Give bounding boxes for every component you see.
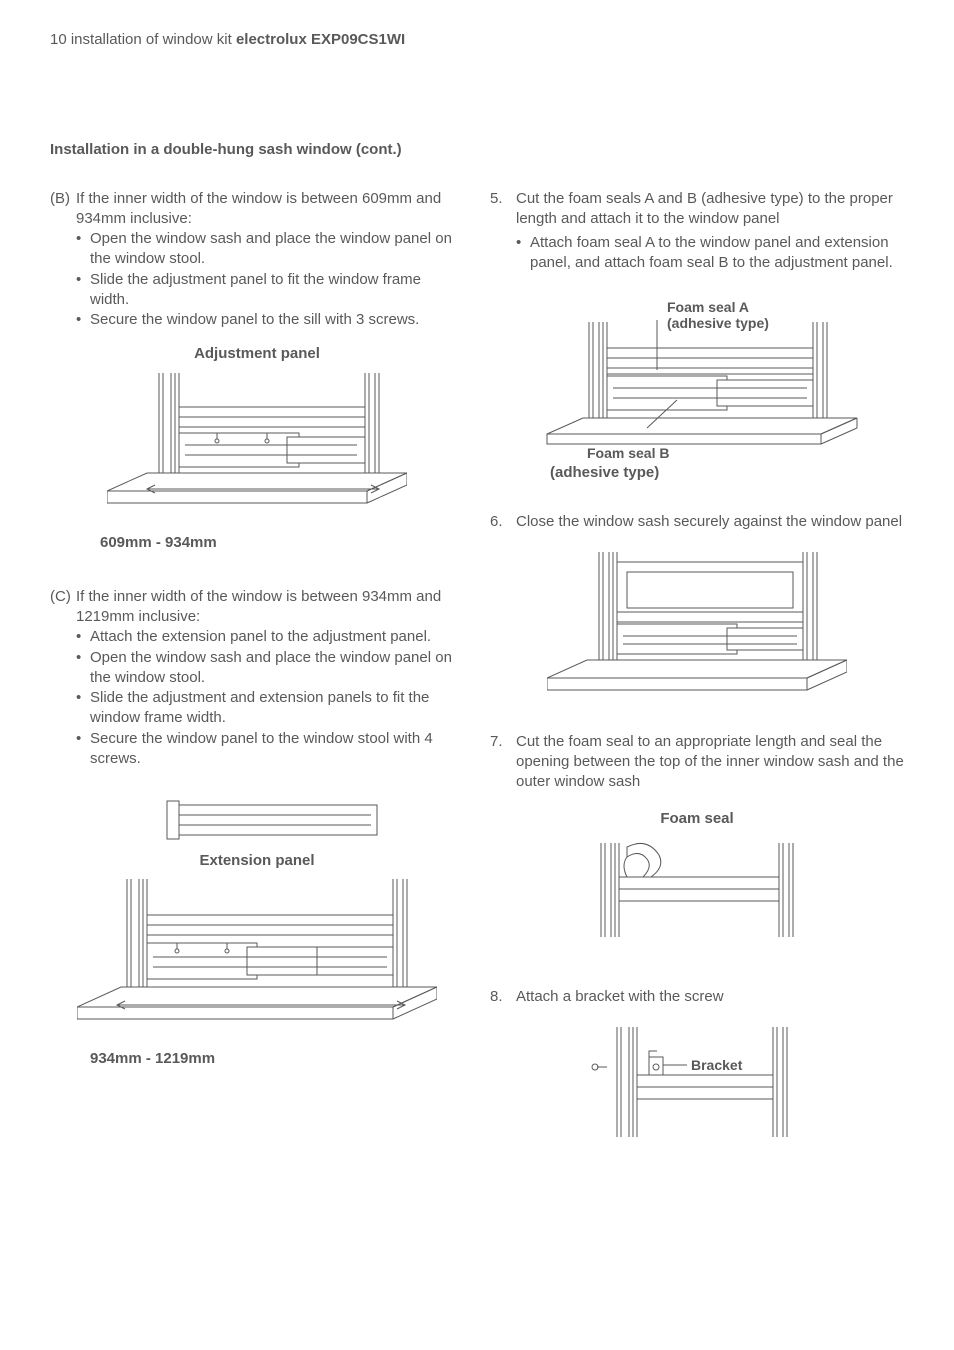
- step-5-text: Cut the foam seals A and B (adhesive typ…: [516, 189, 904, 230]
- label-bracket: Bracket: [691, 1057, 743, 1073]
- step-b-bullets: Open the window sash and place the windo…: [50, 229, 464, 330]
- step-5-num: 5.: [490, 189, 516, 230]
- step-8-num: 8.: [490, 987, 516, 1007]
- figure-foam-seal-top: Foam seal: [490, 809, 904, 937]
- header-prefix: 10 installation of window kit: [50, 31, 236, 48]
- left-column: (B) If the inner width of the window is …: [50, 189, 464, 1168]
- figure-adjustment-panel: Adjustment panel: [50, 344, 464, 553]
- diagram-seal-top-icon: [587, 837, 807, 937]
- bullet-item: Slide the adjustment and extension panel…: [76, 688, 464, 729]
- label-foam-a-1: Foam seal A: [667, 300, 749, 315]
- step-6-num: 6.: [490, 512, 516, 532]
- step-b-lead: If the inner width of the window is betw…: [76, 189, 464, 230]
- figure-extension-panel: Extension panel: [50, 799, 464, 1070]
- diagram-close-icon: [547, 552, 847, 702]
- step-c: (C) If the inner width of the window is …: [50, 587, 464, 1070]
- diagram-foam-icon: Foam seal A (adhesive type) Foam seal B: [527, 300, 867, 470]
- bullet-item: Slide the adjustment panel to fit the wi…: [76, 270, 464, 311]
- step-b: (B) If the inner width of the window is …: [50, 189, 464, 553]
- page-header: 10 installation of window kit electrolux…: [50, 30, 904, 50]
- bullet-item: Secure the window panel to the window st…: [76, 729, 464, 770]
- step-8-text: Attach a bracket with the screw: [516, 987, 904, 1007]
- fig-c-ext-label: Extension panel: [199, 851, 314, 871]
- fig7-label: Foam seal: [660, 809, 733, 829]
- section-title: Installation in a double-hung sash windo…: [50, 140, 904, 160]
- step-b-tag: (B): [50, 189, 76, 230]
- step-8: 8. Attach a bracket with the screw: [490, 987, 904, 1137]
- step-7-num: 7.: [490, 732, 516, 793]
- header-model: electrolux EXP09CS1WI: [236, 31, 405, 48]
- bullet-item: Open the window sash and place the windo…: [76, 229, 464, 270]
- label-foam-a-2: (adhesive type): [667, 315, 769, 331]
- right-column: 5. Cut the foam seals A and B (adhesive …: [490, 189, 904, 1168]
- diagram-ext-piece-icon: [127, 799, 387, 845]
- step-c-lead: If the inner width of the window is betw…: [76, 587, 464, 628]
- figure-close-sash: [490, 552, 904, 702]
- step-c-bullets: Attach the extension panel to the adjust…: [50, 627, 464, 769]
- step-5: 5. Cut the foam seals A and B (adhesive …: [490, 189, 904, 482]
- content-columns: (B) If the inner width of the window is …: [50, 189, 904, 1168]
- diagram-window-b-icon: [107, 373, 407, 523]
- bullet-item: Open the window sash and place the windo…: [76, 648, 464, 689]
- bullet-item: Secure the window panel to the sill with…: [76, 310, 464, 330]
- bullet-item: Attach the extension panel to the adjust…: [76, 627, 464, 647]
- step-6: 6. Close the window sash securely agains…: [490, 512, 904, 702]
- bullet-item: Attach foam seal A to the window panel a…: [516, 233, 904, 274]
- label-foam-b-1: Foam seal B: [587, 445, 669, 461]
- step-6-text: Close the window sash securely against t…: [516, 512, 904, 532]
- fig-b-top-label: Adjustment panel: [194, 344, 320, 364]
- label-foam-b-2: (adhesive type): [550, 464, 659, 481]
- fig-b-range: 609mm - 934mm: [100, 533, 217, 553]
- step-5-bullets: Attach foam seal A to the window panel a…: [490, 233, 904, 274]
- diagram-window-c-icon: [77, 879, 437, 1039]
- diagram-bracket-icon: Bracket: [577, 1027, 817, 1137]
- step-7-text: Cut the foam seal to an appropriate leng…: [516, 732, 904, 793]
- figure-foam-seals: Foam seal A (adhesive type) Foam seal B …: [490, 300, 904, 482]
- fig-c-range: 934mm - 1219mm: [90, 1049, 215, 1069]
- figure-bracket: Bracket: [490, 1027, 904, 1137]
- step-7: 7. Cut the foam seal to an appropriate l…: [490, 732, 904, 937]
- step-c-tag: (C): [50, 587, 76, 628]
